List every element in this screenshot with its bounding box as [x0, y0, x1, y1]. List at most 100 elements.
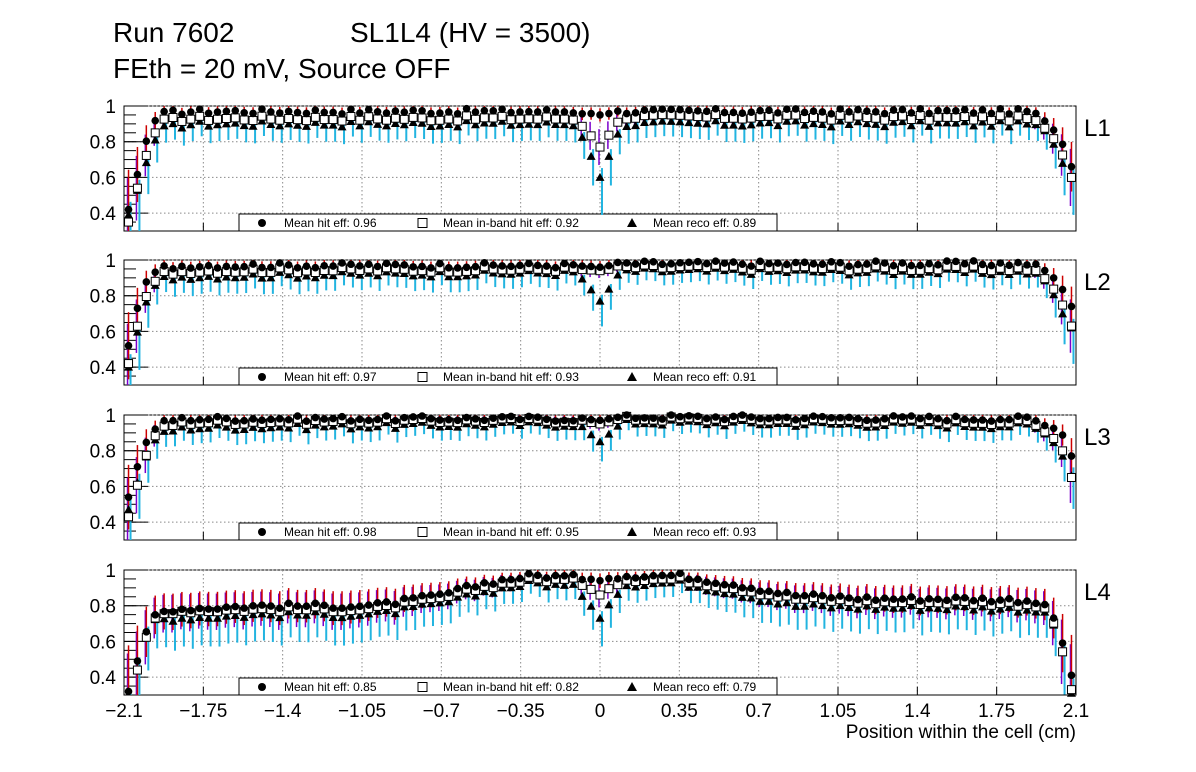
point-inband: [1066, 473, 1076, 482]
point-inband: [604, 130, 614, 140]
point-hit: [729, 108, 738, 117]
point-hit: [444, 415, 453, 424]
point-inband: [995, 111, 1005, 121]
point-hit: [880, 259, 889, 267]
point-reco: [728, 589, 738, 598]
point-hit: [676, 258, 684, 267]
point-reco: [141, 158, 151, 167]
point-hit: [320, 261, 329, 270]
legend-text-hit: Mean hit eff: 0.98: [284, 525, 377, 539]
point-hit: [916, 105, 925, 113]
point-hit: [204, 605, 213, 613]
point-reco: [132, 327, 142, 336]
point-hit: [1067, 671, 1076, 680]
point-hit: [578, 575, 587, 584]
point-reco: [978, 117, 988, 126]
point-hit: [605, 109, 613, 118]
point-hit: [1014, 105, 1022, 113]
point-hit: [222, 603, 231, 611]
point-hit: [943, 257, 951, 265]
point-hit: [800, 258, 809, 267]
point-reco: [808, 119, 818, 128]
point-hit: [498, 262, 506, 270]
x-tick-label: −1.75: [179, 701, 227, 722]
point-hit: [987, 261, 996, 270]
point-inband: [470, 114, 480, 124]
point-hit: [738, 411, 747, 419]
point-reco: [639, 117, 649, 126]
point-inband: [319, 115, 329, 125]
panels-group: 0.4 0.6 0.8 1 Mean hit eff: 0.96 Mean in-band…: [90, 97, 1111, 697]
point-hit: [124, 341, 133, 350]
point-hit: [783, 105, 791, 113]
point-inband: [417, 113, 427, 123]
point-reco: [159, 614, 169, 623]
point-reco: [310, 117, 320, 126]
x-tick-label: 1.4: [904, 701, 931, 722]
point-hit: [569, 260, 578, 269]
point-hit: [373, 107, 382, 116]
x-tick-label: 1.05: [820, 701, 857, 722]
point-hit: [925, 109, 933, 118]
point-hit: [249, 415, 257, 423]
point-inband: [559, 114, 569, 124]
point-hit: [783, 588, 791, 597]
point-reco: [159, 121, 169, 130]
point-hit: [195, 415, 204, 424]
point-reco: [568, 121, 578, 130]
legend-marker-reco: [627, 682, 637, 691]
point-reco: [195, 273, 205, 282]
point-reco: [239, 612, 249, 621]
point-inband: [1022, 114, 1032, 124]
point-reco: [168, 616, 178, 625]
point-hit: [444, 264, 453, 272]
point-reco: [942, 118, 952, 127]
point-inband: [150, 128, 160, 138]
point-hit: [898, 105, 907, 114]
point-reco: [995, 604, 1005, 613]
point-hit: [613, 258, 622, 267]
point-hit: [676, 569, 684, 578]
point-inband: [462, 111, 472, 121]
panel-frame: [123, 259, 1077, 386]
point-inband: [479, 113, 489, 123]
point-hit: [756, 414, 764, 423]
point-hit: [187, 108, 195, 116]
point-reco: [871, 119, 881, 128]
y-tick-label: 1: [105, 561, 116, 582]
legend-marker-hit: [258, 528, 266, 536]
point-inband: [488, 113, 498, 123]
point-inband: [373, 114, 383, 124]
point-inband: [933, 112, 943, 122]
point-hit: [364, 416, 373, 425]
point-hit: [907, 412, 916, 420]
point-hit: [871, 257, 880, 266]
point-reco: [933, 118, 943, 127]
y-tick-label: 0.4: [90, 204, 117, 225]
point-reco: [906, 121, 916, 130]
point-reco: [177, 422, 187, 431]
point-reco: [933, 603, 943, 612]
point-hit: [774, 589, 782, 598]
point-hit: [453, 110, 462, 118]
point-hit: [925, 412, 933, 421]
point-hit: [836, 414, 844, 422]
point-hit: [436, 416, 444, 424]
point-hit: [418, 107, 426, 115]
point-hit: [284, 261, 293, 269]
point-hit: [338, 604, 346, 612]
point-hit: [462, 104, 471, 113]
point-hit: [836, 592, 844, 600]
point-hit: [934, 261, 942, 269]
point-hit: [489, 261, 498, 269]
point-inband: [141, 450, 151, 460]
point-hit: [418, 591, 426, 600]
point-inband: [453, 116, 463, 126]
point-hit: [551, 571, 560, 580]
point-reco: [159, 426, 169, 435]
legend-marker-inband: [417, 527, 428, 537]
point-reco: [399, 120, 409, 129]
point-hit: [347, 105, 355, 114]
point-reco: [275, 121, 285, 130]
point-reco: [889, 117, 899, 126]
